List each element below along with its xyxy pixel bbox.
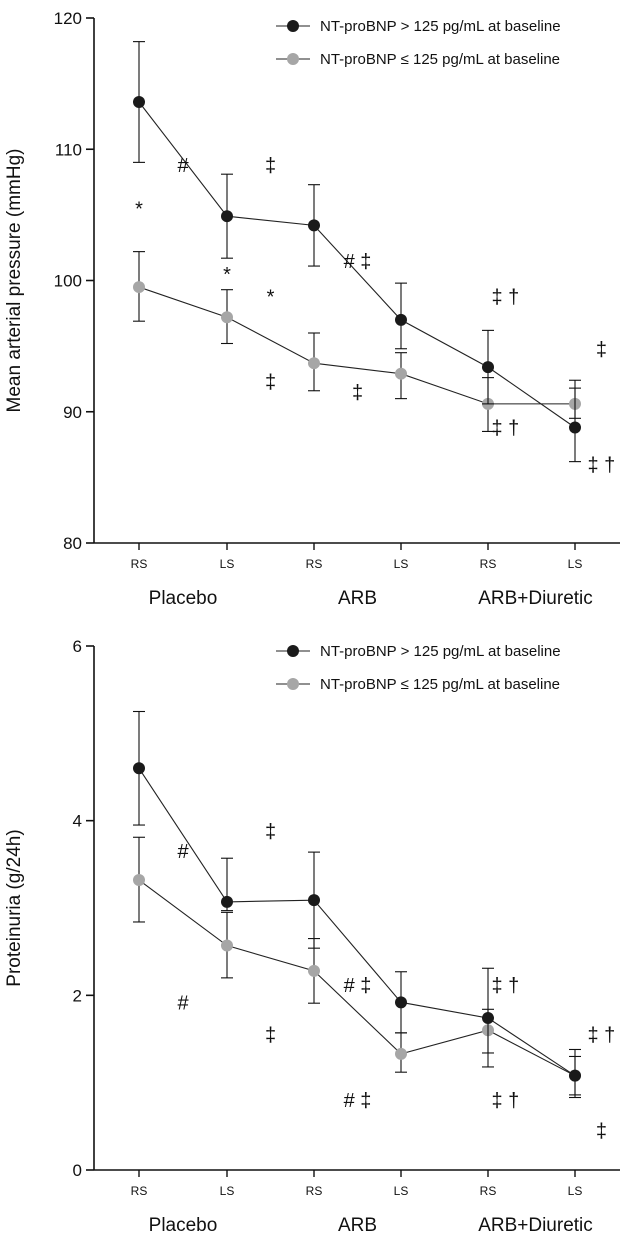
- x-tick-label: LS: [220, 557, 235, 571]
- x-tick-label: RS: [306, 557, 323, 571]
- legend-label: NT-proBNP ≤ 125 pg/mL at baseline: [320, 51, 560, 68]
- y-tick-label: 110: [55, 140, 82, 159]
- group-label: ARB+Diuretic: [478, 588, 593, 609]
- y-tick-label: 120: [54, 9, 82, 28]
- legend: NT-proBNP > 125 pg/mL at baseline NT-proB…: [276, 18, 561, 68]
- chart-panel-2: 0 2 4 6 RS LS RS LS RS LS Placebo ARB ARB+Diuretic Pr…: [4, 637, 620, 1233]
- data-point: [395, 1047, 407, 1060]
- data-point: [133, 874, 145, 887]
- legend-marker: [287, 20, 299, 32]
- x-tick-label: LS: [394, 1184, 409, 1198]
- x-tick-label: RS: [131, 1184, 148, 1198]
- data-point: [308, 357, 320, 370]
- significance-mark: ‡ †: [491, 418, 519, 440]
- legend-label: NT-proBNP ≤ 125 pg/mL at baseline: [320, 676, 560, 693]
- legend-marker: [287, 678, 299, 690]
- data-point: [221, 939, 233, 952]
- significance-mark: #: [177, 841, 189, 863]
- significance-mark: *: [135, 198, 143, 220]
- significance-mark: ‡ †: [587, 454, 615, 476]
- chart-panel-1: 80 90 100 110 120 RS LS RS LS RS LS Placebo ARB ARB+D…: [4, 9, 620, 609]
- data-point: [133, 281, 145, 294]
- legend-label: NT-proBNP > 125 pg/mL at baseline: [320, 643, 561, 660]
- legend-label: NT-proBNP > 125 pg/mL at baseline: [320, 18, 561, 35]
- significance-mark: ‡ †: [587, 1025, 615, 1047]
- x-tick-label: LS: [568, 1184, 583, 1198]
- data-point: [395, 367, 407, 380]
- series-1: [133, 41, 581, 463]
- significance-mark: ‡ †: [491, 1090, 519, 1112]
- significance-mark: ‡: [265, 1025, 276, 1047]
- series-line: [138, 767, 576, 1077]
- significance-mark: *: [267, 286, 275, 308]
- annotations: # # ‡ ‡ # ‡ # ‡ ‡ † ‡ † ‡ † ‡: [177, 821, 615, 1143]
- series-line: [138, 879, 576, 1077]
- y-tick-label: 0: [73, 1161, 82, 1180]
- legend-marker: [287, 53, 299, 65]
- significance-mark: ‡: [352, 382, 363, 404]
- series-line: [138, 101, 576, 428]
- significance-mark: ‡: [596, 339, 607, 361]
- y-tick-label: 90: [63, 403, 82, 422]
- y-tick-label: 4: [73, 812, 82, 831]
- data-point: [308, 219, 320, 232]
- data-point: [569, 421, 581, 434]
- x-tick-label: LS: [220, 1184, 235, 1198]
- significance-mark: ‡: [596, 1121, 607, 1143]
- significance-mark: ‡: [265, 372, 276, 394]
- significance-mark: # ‡: [344, 251, 372, 273]
- significance-mark: ‡: [265, 155, 276, 177]
- x-tick-label: LS: [568, 557, 583, 571]
- data-point: [482, 361, 494, 374]
- significance-mark: # ‡: [344, 1090, 372, 1112]
- data-point: [221, 210, 233, 223]
- y-axis-title: Proteinuria (g/24h): [4, 829, 25, 986]
- legend-marker: [287, 645, 299, 657]
- x-tick-label: RS: [480, 557, 497, 571]
- annotations: * # * ‡ * ‡ # ‡ ‡ ‡ † ‡ † ‡ ‡ †: [135, 155, 615, 476]
- group-label: Placebo: [149, 1215, 218, 1233]
- significance-mark: ‡ †: [491, 286, 519, 308]
- y-tick-label: 100: [54, 272, 82, 291]
- data-point: [221, 311, 233, 324]
- data-point: [133, 762, 145, 775]
- significance-mark: #: [177, 155, 189, 177]
- significance-mark: ‡ †: [491, 975, 519, 997]
- legend: NT-proBNP > 125 pg/mL at baseline NT-proB…: [276, 643, 561, 693]
- y-tick-label: 80: [63, 534, 82, 553]
- y-axis-title: Mean arterial pressure (mmHg): [4, 149, 25, 413]
- x-tick-label: RS: [480, 1184, 497, 1198]
- data-point: [569, 1069, 581, 1082]
- significance-mark: # ‡: [344, 975, 372, 997]
- y-tick-label: 2: [73, 986, 82, 1005]
- data-point: [308, 894, 320, 907]
- series-line: [138, 286, 575, 405]
- x-tick-label: RS: [131, 557, 148, 571]
- data-point: [482, 1012, 494, 1025]
- x-tick-label: RS: [306, 1184, 323, 1198]
- group-label: ARB: [338, 588, 377, 609]
- group-label: ARB+Diuretic: [478, 1215, 593, 1233]
- data-point: [221, 895, 233, 908]
- significance-mark: #: [177, 992, 189, 1014]
- group-label: Placebo: [149, 588, 218, 609]
- series-2: [133, 836, 581, 1096]
- group-label: ARB: [338, 1215, 377, 1233]
- series-2: [133, 251, 581, 432]
- data-point: [395, 313, 407, 326]
- significance-mark: ‡: [265, 821, 276, 843]
- y-tick-label: 6: [73, 637, 82, 656]
- data-point: [395, 996, 407, 1009]
- significance-mark: *: [223, 264, 231, 286]
- data-point: [133, 96, 145, 108]
- data-point: [308, 964, 320, 977]
- series-1: [133, 710, 581, 1099]
- x-tick-label: LS: [394, 557, 409, 571]
